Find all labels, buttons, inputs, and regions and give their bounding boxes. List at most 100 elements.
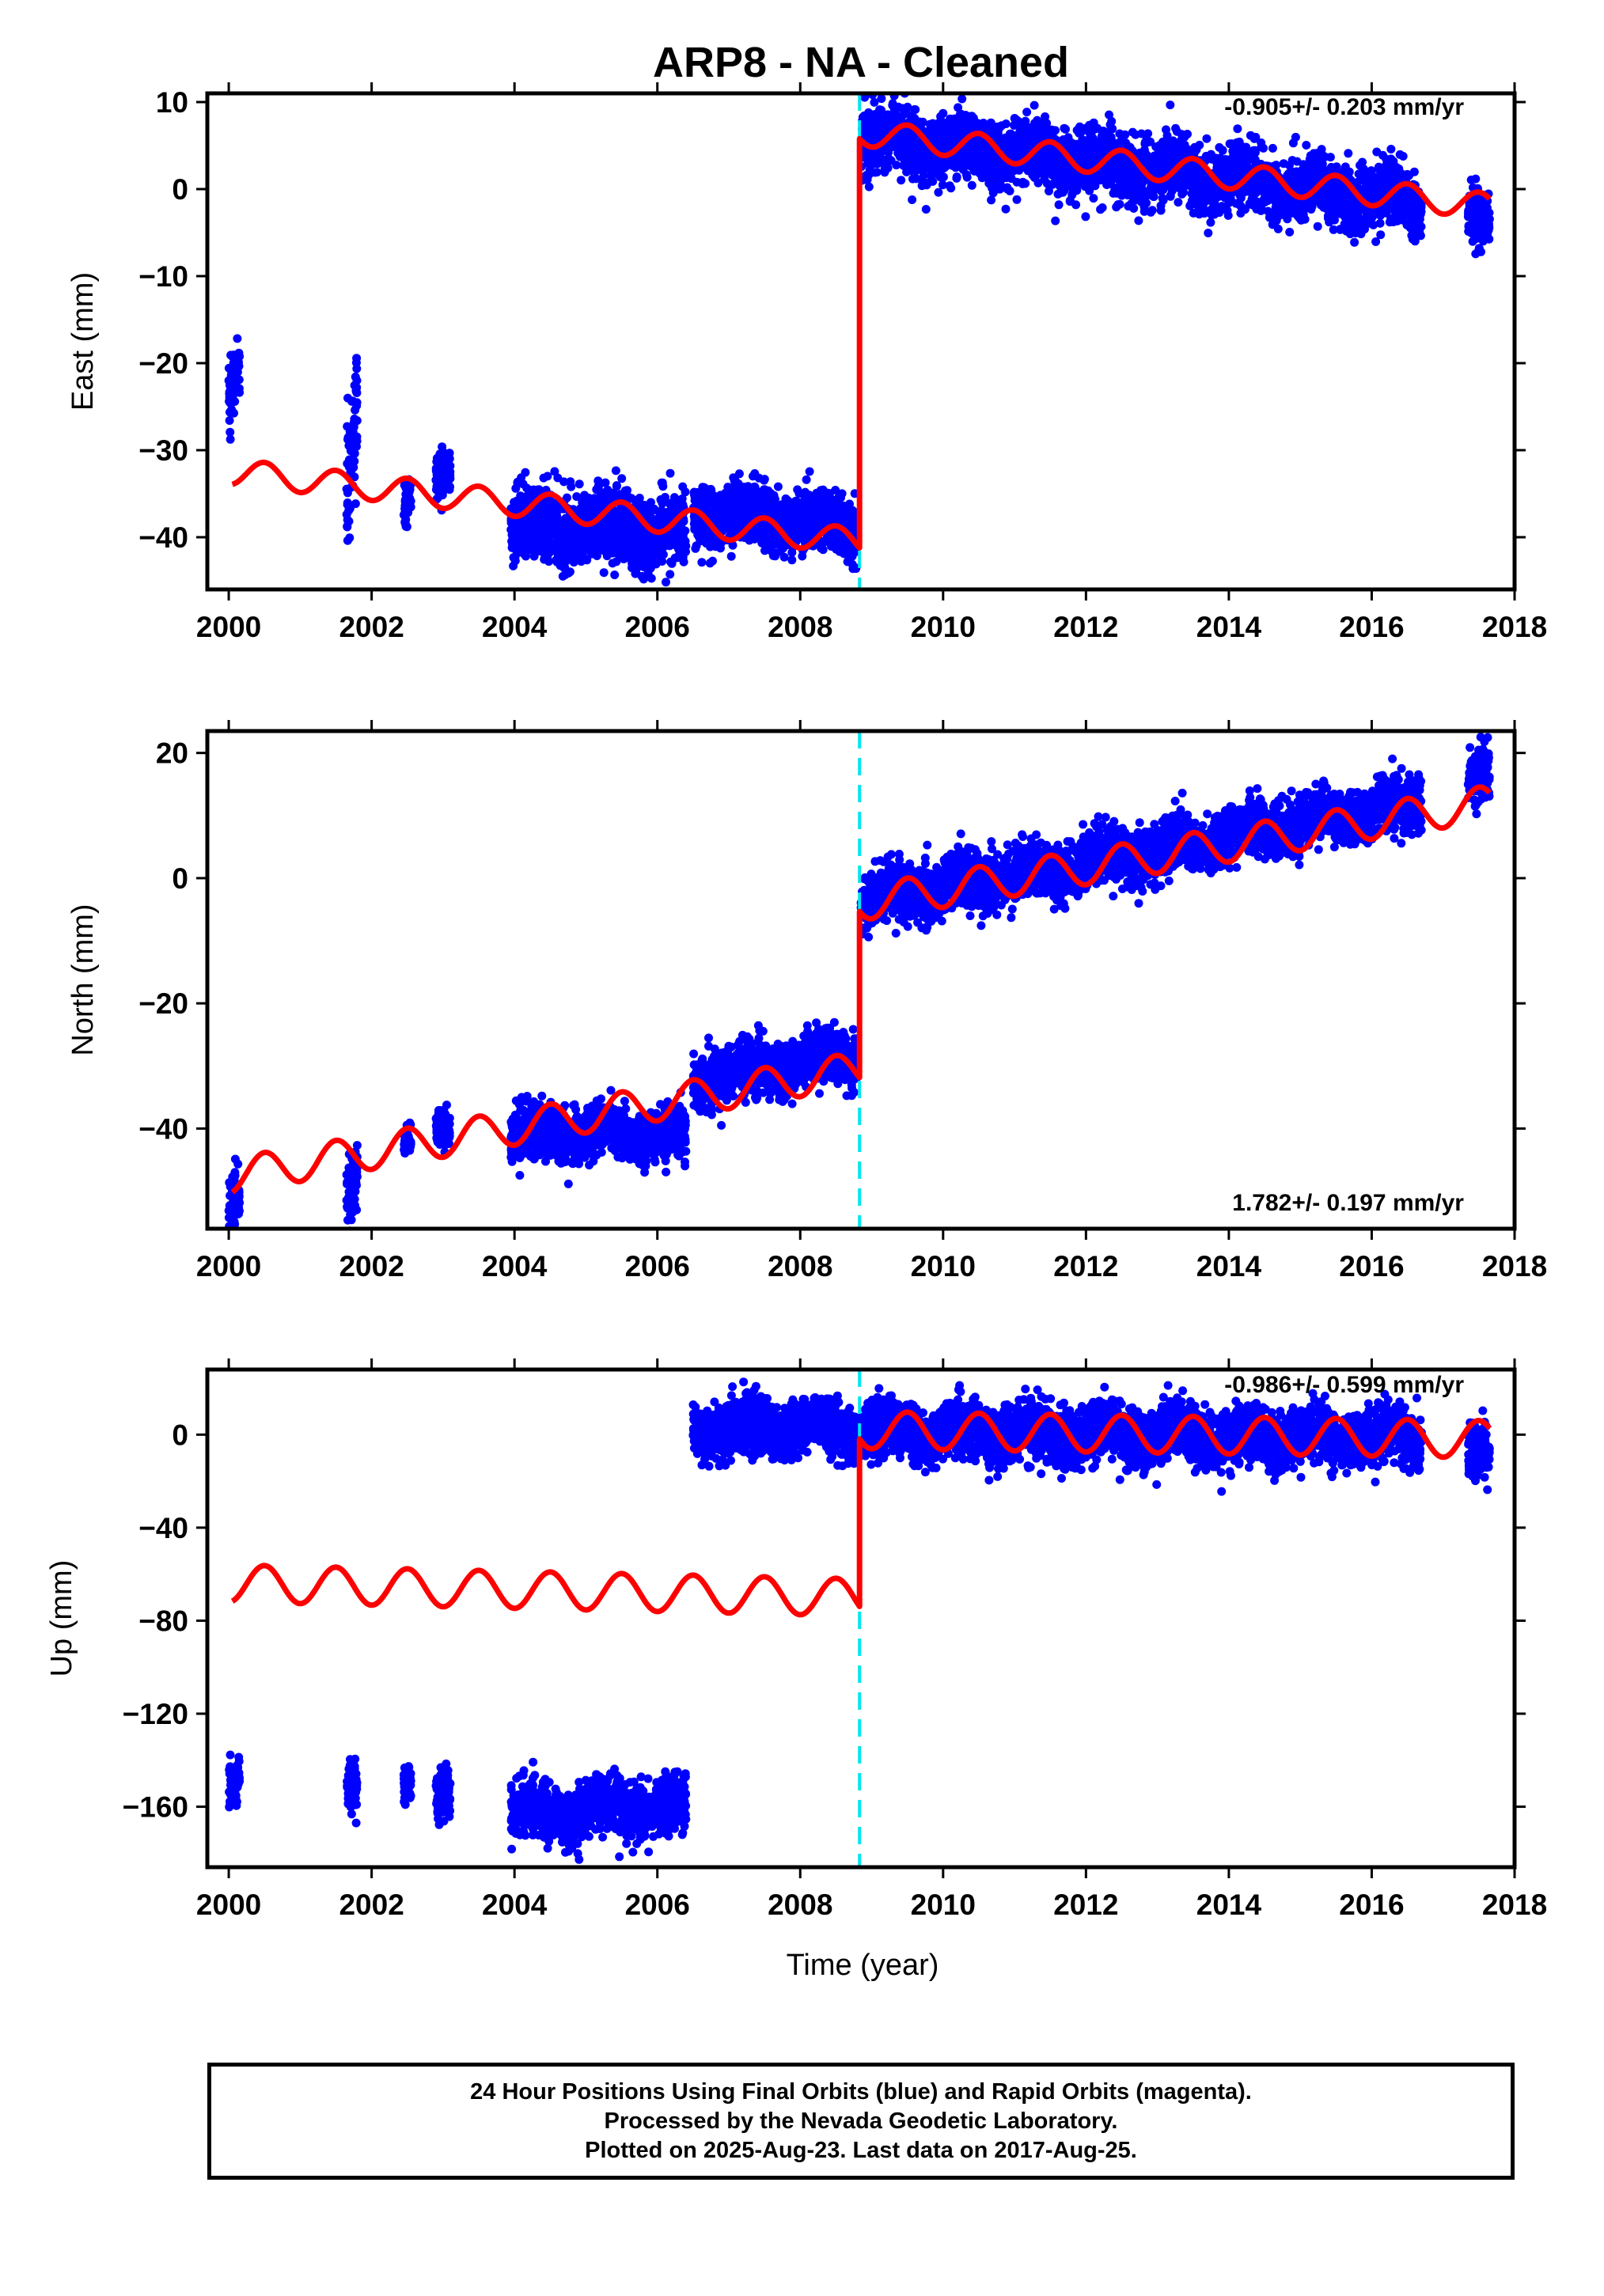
data-point	[817, 544, 826, 553]
data-point	[727, 511, 737, 521]
data-point	[584, 494, 593, 502]
data-point	[655, 510, 665, 519]
data-point	[801, 487, 810, 497]
data-point	[1350, 237, 1359, 247]
data-point	[629, 536, 639, 546]
data-point	[658, 495, 667, 505]
data-point	[715, 503, 725, 513]
data-point	[762, 534, 772, 543]
data-point	[600, 539, 609, 548]
data-point	[611, 466, 620, 475]
data-point	[1055, 188, 1064, 198]
data-point	[564, 549, 574, 559]
data-point	[805, 467, 814, 476]
data-point	[817, 492, 826, 502]
data-point	[822, 502, 832, 512]
data-point	[921, 205, 931, 214]
data-point	[529, 511, 538, 521]
data-point	[764, 540, 773, 550]
data-point	[234, 348, 244, 358]
data-point	[819, 510, 829, 519]
data-point	[903, 102, 912, 112]
data-point	[638, 547, 647, 556]
data-point	[570, 521, 579, 530]
data-point	[730, 480, 740, 490]
data-point	[348, 396, 358, 406]
data-point	[773, 482, 783, 491]
data-point	[567, 482, 576, 491]
data-point	[697, 558, 707, 567]
data-point	[1051, 216, 1060, 225]
data-point	[775, 514, 784, 524]
data-point	[692, 541, 701, 551]
data-point	[834, 493, 843, 502]
data-point	[946, 184, 956, 193]
data-point	[667, 559, 677, 568]
data-point	[586, 530, 595, 540]
data-point	[738, 495, 748, 505]
data-point	[805, 529, 814, 538]
data-point	[230, 370, 240, 380]
data-point	[224, 376, 233, 385]
data-point	[635, 498, 644, 507]
data-point	[779, 502, 788, 511]
data-point	[728, 540, 738, 550]
data-point	[705, 559, 715, 568]
data-point	[665, 468, 675, 478]
data-point	[610, 570, 620, 580]
data-point	[716, 491, 725, 500]
data-point	[536, 540, 545, 550]
data-point	[563, 527, 573, 536]
data-point	[889, 103, 899, 112]
data-point	[553, 551, 563, 561]
data-point	[915, 117, 924, 127]
data-point	[1385, 218, 1394, 227]
data-point	[694, 532, 703, 541]
data-point	[726, 551, 736, 561]
data-point	[438, 442, 447, 452]
data-point	[631, 523, 641, 532]
data-point	[658, 550, 668, 559]
data-point	[343, 433, 353, 442]
data-point	[405, 485, 415, 494]
data-point	[678, 552, 688, 562]
data-point	[344, 461, 354, 471]
data-point	[608, 559, 617, 568]
data-point	[707, 533, 717, 543]
data-point	[658, 557, 667, 566]
data-point	[848, 506, 857, 515]
data-point	[351, 405, 360, 415]
data-point	[768, 529, 777, 539]
data-point	[779, 552, 789, 562]
data-point	[726, 525, 736, 535]
data-point	[794, 528, 803, 537]
data-point	[545, 512, 555, 521]
data-point	[1105, 110, 1113, 119]
data-point	[1012, 195, 1022, 204]
data-point	[665, 570, 675, 579]
data-point	[616, 549, 625, 559]
data-point	[658, 482, 668, 491]
data-point	[934, 188, 943, 197]
data-point	[518, 479, 528, 489]
data-point	[749, 497, 758, 506]
data-point	[582, 555, 592, 565]
data-point	[400, 509, 409, 518]
data-point	[837, 505, 847, 514]
data-point	[848, 560, 857, 569]
data-point	[227, 405, 237, 415]
data-point	[787, 555, 797, 565]
data-point	[540, 529, 549, 539]
data-point	[604, 523, 613, 532]
data-point	[586, 541, 595, 551]
data-point	[667, 505, 677, 514]
data-point	[574, 479, 584, 489]
data-point	[626, 549, 635, 559]
data-point	[1054, 200, 1064, 210]
data-point	[803, 505, 813, 514]
data-point	[344, 517, 354, 526]
data-point	[226, 434, 235, 444]
data-point	[228, 398, 237, 407]
data-point	[772, 548, 781, 558]
